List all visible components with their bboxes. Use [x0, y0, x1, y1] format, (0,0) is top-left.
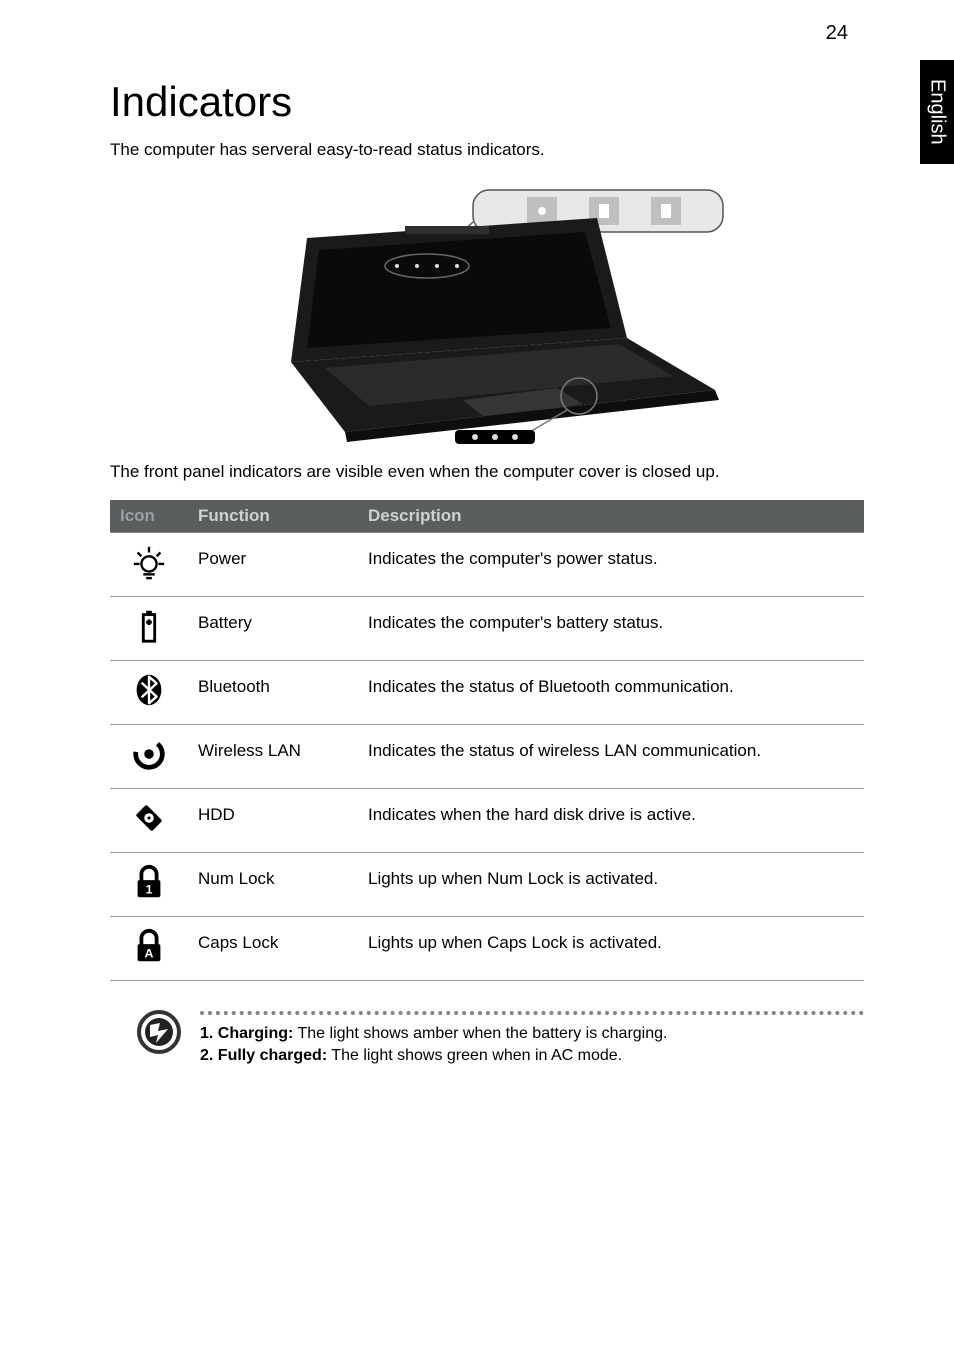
header-icon: Icon	[110, 500, 188, 533]
description-cell: Indicates when the hard disk drive is ac…	[358, 789, 864, 853]
function-cell: HDD	[188, 789, 358, 853]
hdd-icon	[130, 799, 168, 837]
indicators-table: Icon Function Description	[110, 500, 864, 981]
power-icon	[130, 543, 168, 581]
table-row: Battery Indicates the computer's battery…	[110, 597, 864, 661]
note-badge-icon	[136, 1009, 182, 1055]
description-cell: Indicates the status of wireless LAN com…	[358, 725, 864, 789]
description-cell: Lights up when Num Lock is activated.	[358, 853, 864, 917]
icon-cell	[110, 789, 188, 853]
laptop-figure	[227, 178, 747, 448]
icon-cell	[110, 597, 188, 661]
function-cell: Power	[188, 533, 358, 597]
function-cell: Battery	[188, 597, 358, 661]
table-header-row: Icon Function Description	[110, 500, 864, 533]
capslock-icon: A	[130, 927, 168, 965]
intro-text: The computer has serveral easy-to-read s…	[110, 140, 864, 160]
table-row: Power Indicates the computer's power sta…	[110, 533, 864, 597]
note-line-1-rest: The light shows amber when the battery i…	[293, 1025, 667, 1042]
function-cell: Num Lock	[188, 853, 358, 917]
description-cell: Indicates the computer's power status.	[358, 533, 864, 597]
bluetooth-icon	[130, 671, 168, 709]
icon-cell: A	[110, 917, 188, 981]
icon-cell	[110, 725, 188, 789]
table-row: Bluetooth Indicates the status of Blueto…	[110, 661, 864, 725]
note-line-2-rest: The light shows green when in AC mode.	[327, 1047, 622, 1064]
function-cell: Bluetooth	[188, 661, 358, 725]
wifi-icon	[130, 735, 168, 773]
dots-divider	[200, 1011, 864, 1015]
laptop-screen	[291, 218, 627, 362]
table-row: Wireless LAN Indicates the status of wir…	[110, 725, 864, 789]
language-tab: English	[920, 60, 954, 164]
description-cell: Indicates the computer's battery status.	[358, 597, 864, 661]
note-row: 1. Charging: The light shows amber when …	[110, 1009, 864, 1066]
note-line-1: 1. Charging: The light shows amber when …	[200, 1023, 864, 1045]
note-line-1-bold: 1. Charging:	[200, 1025, 293, 1042]
note-line-2: 2. Fully charged: The light shows green …	[200, 1045, 864, 1067]
page: 24 English Indicators The computer has s…	[0, 0, 954, 1106]
battery-icon	[130, 607, 168, 645]
icon-cell	[110, 533, 188, 597]
note-body: 1. Charging: The light shows amber when …	[200, 1009, 864, 1066]
icon-cell: 1	[110, 853, 188, 917]
description-cell: Indicates the status of Bluetooth commun…	[358, 661, 864, 725]
function-cell: Wireless LAN	[188, 725, 358, 789]
page-title: Indicators	[110, 78, 864, 126]
svg-text:1: 1	[146, 882, 153, 896]
header-description: Description	[358, 500, 864, 533]
table-row: 1 Num Lock Lights up when Num Lock is ac…	[110, 853, 864, 917]
note-line-2-bold: 2. Fully charged:	[200, 1047, 327, 1064]
icon-cell	[110, 661, 188, 725]
after-figure-text: The front panel indicators are visible e…	[110, 462, 864, 482]
numlock-icon: 1	[130, 863, 168, 901]
svg-text:A: A	[145, 946, 154, 960]
table-row: HDD Indicates when the hard disk drive i…	[110, 789, 864, 853]
header-function: Function	[188, 500, 358, 533]
page-number: 24	[826, 22, 848, 45]
table-row: A Caps Lock Lights up when Caps Lock is …	[110, 917, 864, 981]
function-cell: Caps Lock	[188, 917, 358, 981]
description-cell: Lights up when Caps Lock is activated.	[358, 917, 864, 981]
